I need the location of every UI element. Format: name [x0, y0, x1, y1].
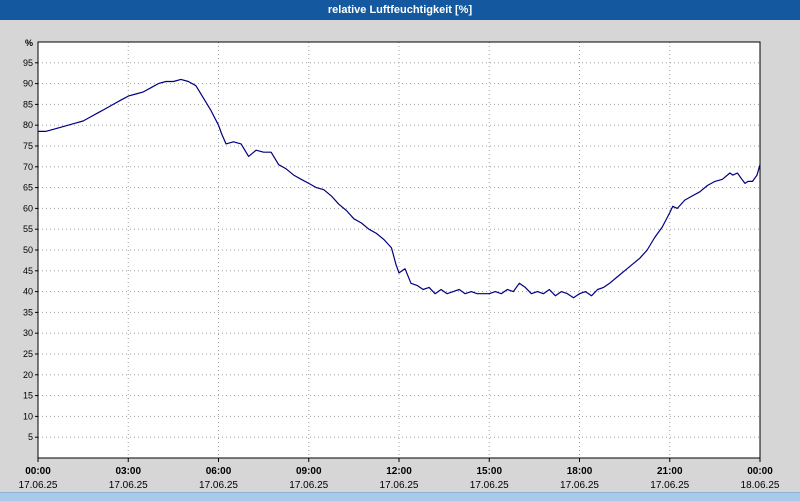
window-title: relative Luftfeuchtigkeit [%] [327, 4, 473, 16]
svg-text:25: 25 [23, 349, 33, 359]
svg-text:17.06.25: 17.06.25 [19, 480, 58, 491]
svg-text:12:00: 12:00 [386, 466, 412, 477]
svg-text:40: 40 [23, 287, 33, 297]
svg-text:10: 10 [23, 411, 33, 421]
svg-text:70: 70 [23, 162, 33, 172]
svg-text:45: 45 [23, 266, 33, 276]
svg-text:18.06.25: 18.06.25 [741, 480, 780, 491]
svg-text:21:00: 21:00 [657, 466, 683, 477]
svg-text:30: 30 [23, 328, 33, 338]
bottom-scroll-strip[interactable] [0, 492, 800, 501]
svg-text:17.06.25: 17.06.25 [470, 480, 509, 491]
svg-text:60: 60 [23, 203, 33, 213]
svg-text:20: 20 [23, 370, 33, 380]
svg-text:00:00: 00:00 [747, 466, 773, 477]
svg-text:09:00: 09:00 [296, 466, 322, 477]
svg-text:06:00: 06:00 [206, 466, 232, 477]
svg-text:35: 35 [23, 307, 33, 317]
svg-text:65: 65 [23, 183, 33, 193]
svg-text:80: 80 [23, 120, 33, 130]
svg-text:17.06.25: 17.06.25 [109, 480, 148, 491]
svg-text:90: 90 [23, 79, 33, 89]
svg-text:17.06.25: 17.06.25 [380, 480, 419, 491]
svg-text:17.06.25: 17.06.25 [289, 480, 328, 491]
svg-text:55: 55 [23, 224, 33, 234]
svg-text:17.06.25: 17.06.25 [650, 480, 689, 491]
svg-text:5: 5 [28, 432, 33, 442]
svg-text:50: 50 [23, 245, 33, 255]
svg-text:00:00: 00:00 [25, 466, 51, 477]
svg-text:95: 95 [23, 58, 33, 68]
humidity-line-chart: 5 10 15 20 25 30 35 40 45 50 55 60 65 70 75 80 85 90 95% 00… [19, 38, 780, 491]
svg-text:85: 85 [23, 99, 33, 109]
svg-text:15: 15 [23, 391, 33, 401]
svg-text:03:00: 03:00 [115, 466, 141, 477]
svg-text:18:00: 18:00 [567, 466, 593, 477]
svg-text:75: 75 [23, 141, 33, 151]
svg-text:%: % [25, 38, 33, 48]
window-title-bar: relative Luftfeuchtigkeit [%] [0, 0, 800, 20]
svg-text:17.06.25: 17.06.25 [560, 480, 599, 491]
svg-text:15:00: 15:00 [476, 466, 502, 477]
svg-text:17.06.25: 17.06.25 [199, 480, 238, 491]
chart-area: 5 10 15 20 25 30 35 40 45 50 55 60 65 70 75 80 85 90 95% 00… [0, 20, 800, 492]
